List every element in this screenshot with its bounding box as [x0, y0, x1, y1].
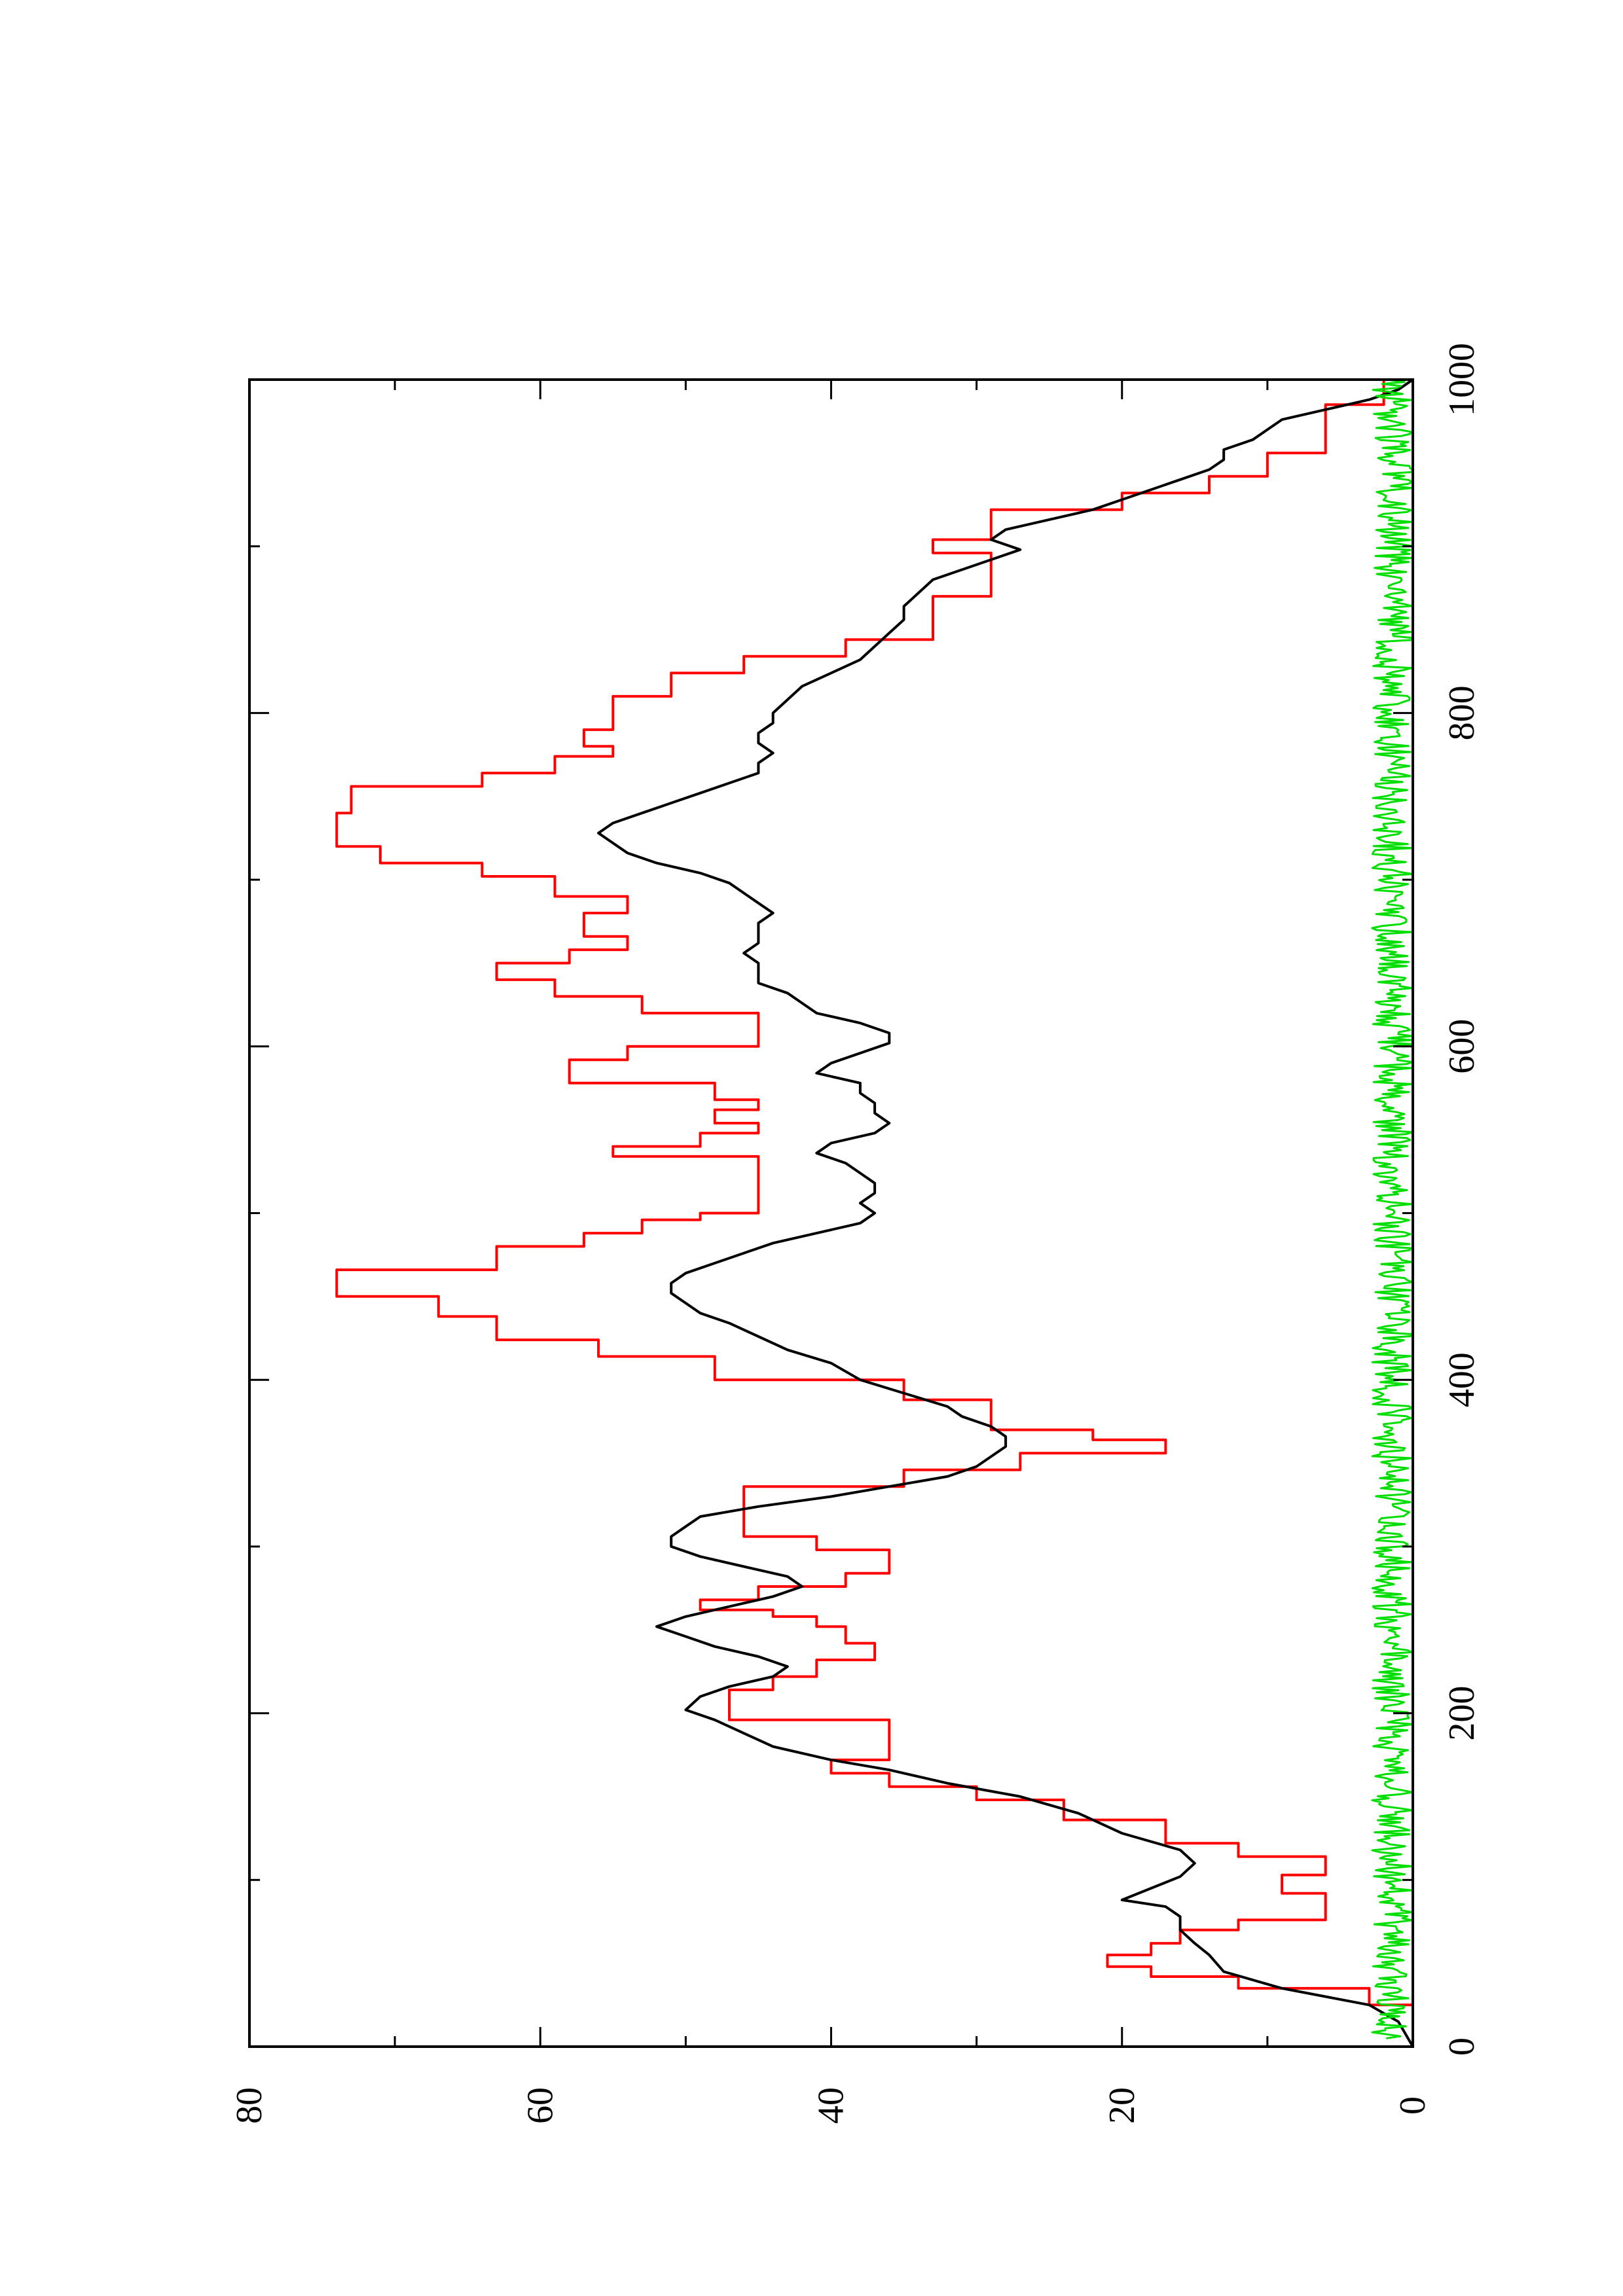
x-tick-label: 200	[1442, 1686, 1482, 1741]
plot-group: 0 200 400 600 800 1000 0 20 40 60 80	[229, 343, 1482, 2124]
series-line-2	[597, 378, 1414, 2048]
x-tick-label: 1000	[1442, 343, 1482, 416]
x-tick-label: 400	[1442, 1352, 1482, 1407]
x-tick-label: 0	[1442, 2037, 1482, 2056]
series-line-3	[1371, 379, 1414, 2039]
y-tick-label: 80	[229, 2087, 270, 2124]
x-tick-label: 600	[1442, 1019, 1482, 1074]
y-tick-label: 0	[1393, 2096, 1433, 2115]
y-tick-label: 20	[1102, 2087, 1142, 2124]
x-tick-label: 800	[1442, 685, 1482, 740]
y-tick-label: 40	[811, 2087, 852, 2124]
plot-frame	[248, 378, 1414, 2048]
series-line-1	[335, 378, 1414, 2047]
y-tick-label: 60	[520, 2087, 560, 2124]
